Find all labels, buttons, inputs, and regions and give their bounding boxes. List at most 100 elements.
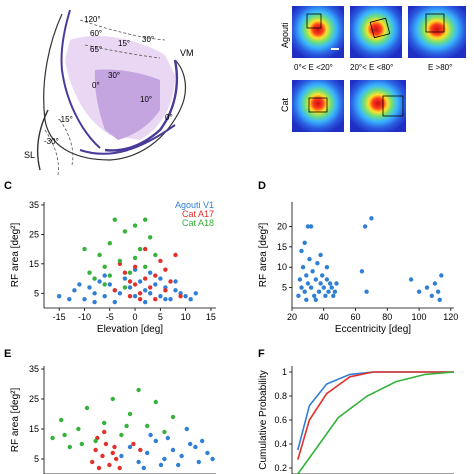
map-sl-line (36, 109, 49, 171)
scatter-point (331, 293, 336, 298)
x-axis-label: Elevation [deg] (97, 324, 163, 335)
scatter-point (127, 444, 133, 450)
scatter-point (112, 444, 117, 450)
scatter-point (114, 456, 119, 462)
map-label: 60° (90, 29, 102, 38)
y-tick-label: 5 (34, 288, 39, 298)
scatter-point (153, 252, 158, 258)
column-label: 20°< E <80° (350, 63, 393, 72)
scatter-point (87, 285, 92, 290)
scatter-point (302, 240, 307, 245)
scatter-point (188, 297, 193, 302)
scatter-point (127, 411, 133, 417)
scatter-point (90, 459, 95, 465)
scatter-point (102, 294, 107, 299)
scatter-point (131, 441, 136, 447)
scatter-point (327, 281, 333, 286)
scatter-point (153, 282, 158, 287)
rf-outline (308, 97, 328, 113)
scatter-point (148, 432, 153, 438)
scatter-point (119, 453, 124, 459)
y-tick-label: 10 (277, 262, 287, 272)
scatter-point (117, 291, 123, 296)
scatter-point (362, 224, 368, 229)
scatter-point (136, 387, 141, 393)
scatter-point (326, 289, 331, 294)
scatter-point (165, 435, 170, 441)
scatter-point (127, 285, 133, 290)
scatter-point (112, 288, 118, 293)
x-tick-label: -15 (53, 312, 66, 322)
scatter-point (173, 252, 178, 258)
scatter-point (137, 297, 143, 302)
scatter-point (122, 229, 128, 234)
chart-c: 5 15 25 35 -15 -10 -5 0 5 10 15 Elevation [deg] RF a… (10, 200, 216, 335)
rf-outline (425, 13, 445, 33)
scatter-point (82, 246, 87, 252)
scatter-point (170, 414, 176, 420)
scatter-point (320, 273, 325, 278)
x-tick-label: 0 (133, 312, 138, 322)
scatter-point (163, 267, 168, 272)
x-tick-label: 80 (382, 312, 392, 322)
scatter-point (162, 429, 167, 435)
scatter-point (305, 224, 311, 229)
scatter-point (137, 246, 143, 252)
y-tick-label: 0.4 (274, 439, 287, 449)
scatter-point (299, 285, 304, 290)
scatter-point (316, 289, 322, 294)
y-tick-label: 0.8 (274, 391, 287, 401)
x-tick-label: -5 (106, 312, 114, 322)
y-tick-label: 25 (29, 394, 39, 404)
panel-letter-d: D (258, 180, 266, 192)
scatter-point (334, 281, 339, 286)
scatter-point (332, 289, 338, 294)
x-axis-label: Eccentricity [deg] (335, 324, 411, 335)
scatter-point (408, 277, 414, 282)
scatter-point (148, 235, 153, 240)
map-outer-contour (43, 13, 187, 161)
scatter-point (307, 256, 312, 262)
scatter-point (162, 456, 167, 462)
map-lower-border (79, 124, 176, 155)
scatter-point (158, 258, 163, 264)
x-tick-label: 10 (181, 312, 191, 322)
scatter-point (92, 291, 97, 296)
scatter-point (173, 288, 178, 293)
rf-outline (382, 95, 404, 117)
scatter-point (304, 297, 309, 302)
scatter-point (96, 465, 102, 471)
scatter-point (110, 450, 116, 456)
map-vm-border (104, 59, 179, 152)
rf-outline (306, 13, 322, 29)
scatter-point (77, 282, 82, 287)
scatter-point (122, 285, 128, 290)
scatter-point (107, 462, 112, 468)
cdf-line-agouti-v1 (297, 371, 454, 451)
scatter-point (359, 269, 365, 274)
scatter-point (329, 285, 334, 290)
scatter-point (62, 432, 67, 438)
x-tick-label: 60 (351, 312, 361, 322)
scatter-point (369, 216, 374, 221)
y-axis-label: RF area [deg²] (10, 223, 21, 288)
map-label: 0° (165, 113, 173, 122)
scatter-point (158, 294, 163, 299)
scatter-point (435, 289, 441, 294)
x-tick-label: 15 (206, 312, 216, 322)
scatter-point (92, 276, 97, 281)
cdf-line-cat-a18 (297, 371, 455, 474)
scatter-point (153, 438, 158, 444)
row-label-agouti: Agouti (280, 22, 290, 48)
scatter-point (67, 444, 73, 450)
scatter-point (97, 252, 102, 258)
scale-bar (331, 48, 339, 50)
scatter-point (100, 453, 105, 459)
scatter-point (148, 270, 153, 275)
x-tick-label: -10 (78, 312, 91, 322)
y-axis-label: RF area [deg²] (10, 388, 21, 453)
scatter-point (117, 465, 122, 471)
scatter-point (158, 276, 163, 281)
scatter-point (324, 277, 330, 282)
scatter-point (132, 255, 138, 261)
